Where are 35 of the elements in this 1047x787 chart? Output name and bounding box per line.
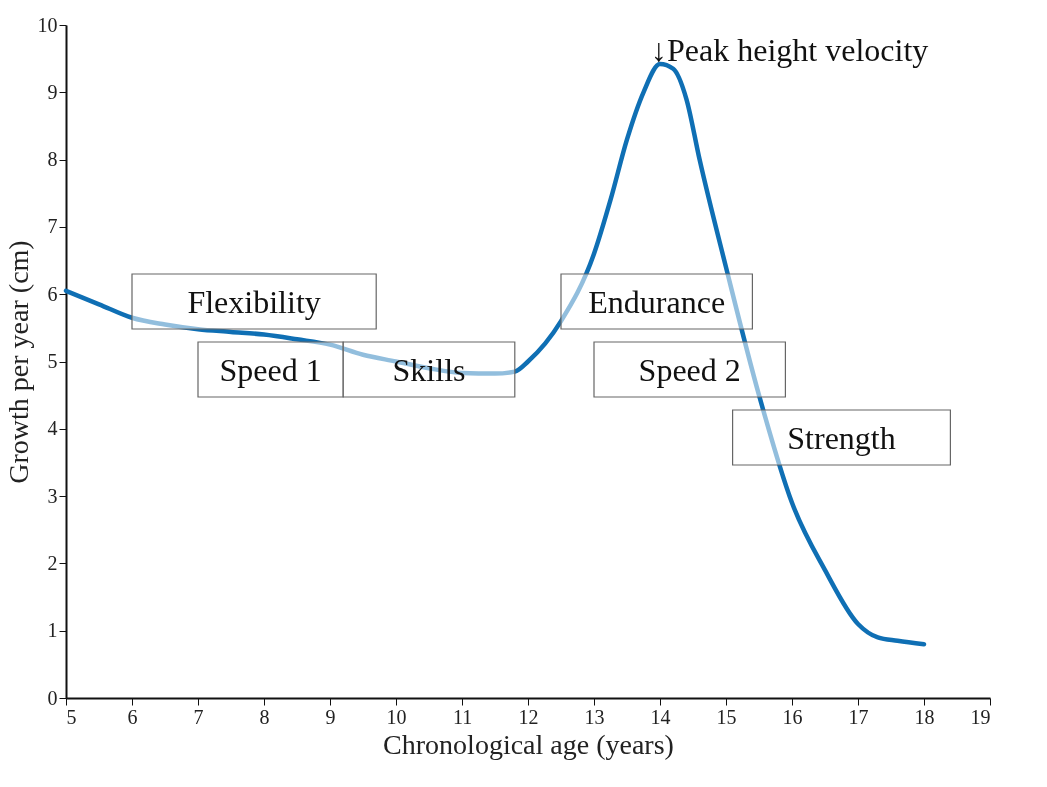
band-label: Speed 2 xyxy=(638,352,741,388)
y-tick-label: 9 xyxy=(47,80,58,103)
x-tick-label: 8 xyxy=(259,705,270,728)
y-tick-label: 4 xyxy=(47,417,58,440)
y-tick-label: 3 xyxy=(47,484,58,507)
x-tick-label: 13 xyxy=(584,705,605,728)
y-tick-label: 2 xyxy=(47,551,58,574)
x-tick-label: 5 xyxy=(66,705,77,728)
x-tick-label: 16 xyxy=(782,705,803,728)
x-tick-label: 11 xyxy=(452,705,473,728)
y-tick-label: 6 xyxy=(47,282,58,305)
band-label: Flexibility xyxy=(187,284,321,320)
y-tick-label: 0 xyxy=(47,686,58,709)
band-label: Speed 1 xyxy=(219,352,322,388)
x-tick-label: 9 xyxy=(325,705,336,728)
x-tick-label: 10 xyxy=(386,705,407,728)
x-tick-label: 15 xyxy=(716,705,737,728)
y-tick-label: 5 xyxy=(47,350,58,372)
band-label: Strength xyxy=(787,420,896,456)
y-axis-title: Growth per year (cm) xyxy=(2,240,34,484)
x-axis-title: Chronological age (years) xyxy=(383,728,674,760)
band-label: Skills xyxy=(392,352,466,388)
y-tick-label: 7 xyxy=(47,215,58,238)
x-tick-label: 18 xyxy=(914,705,935,728)
y-tick-label: 10 xyxy=(37,13,58,36)
x-tick-label: 19 xyxy=(970,705,991,728)
x-tick-label: 17 xyxy=(848,705,869,728)
y-tick-label: 1 xyxy=(47,619,58,642)
x-tick-label: 14 xyxy=(650,705,671,728)
y-tick-label: 8 xyxy=(47,148,58,171)
x-tick-label: 7 xyxy=(193,705,204,728)
x-tick-label: 6 xyxy=(127,705,138,728)
annotation: ↓Peak height velocity xyxy=(651,32,929,69)
band-label: Endurance xyxy=(588,284,726,320)
x-tick-label: 12 xyxy=(518,705,539,728)
